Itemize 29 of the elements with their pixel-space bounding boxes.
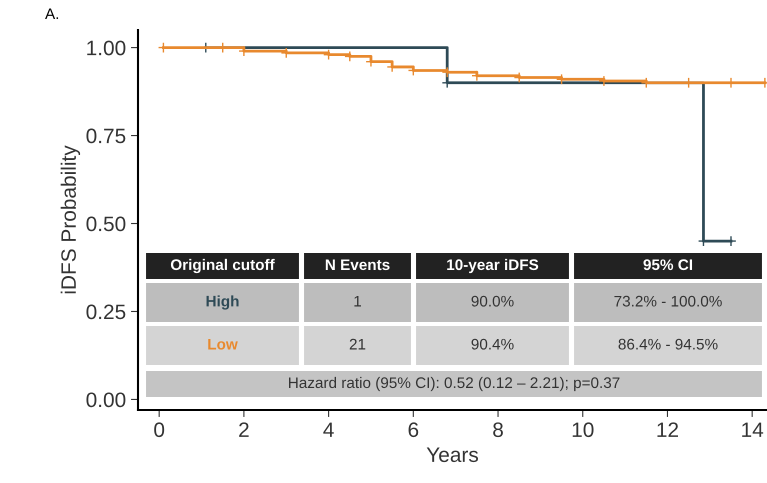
x-tick-label: 12 — [657, 422, 678, 437]
annotation: 1 — [354, 296, 362, 306]
annotation: 90.4% — [472, 338, 514, 350]
x-axis-title: Years — [426, 448, 478, 462]
annotation: 10-year iDFS — [447, 258, 538, 274]
x-tick-label: 0 — [154, 422, 164, 438]
y-tick-label: 0.50 — [86, 216, 126, 232]
annotation: 73.2% - 100.0% — [614, 296, 722, 307]
text: Low — [208, 338, 238, 350]
annotation: Original cutoff — [170, 258, 275, 274]
annotation: 86.4% - 94.5% — [618, 338, 718, 350]
x-tick-label: 2 — [239, 422, 249, 437]
y-tick-label: 0.75 — [86, 128, 126, 144]
annotation: 90.0% — [472, 296, 514, 307]
y-axis-title: iDFS Probability — [60, 145, 80, 294]
y-tick-label: 0.00 — [86, 392, 126, 408]
x-tick-label: 10 — [572, 422, 594, 438]
x-tick-label: 14 — [742, 422, 764, 437]
x-tick-label: 4 — [323, 422, 334, 437]
annotation: Hazard ratio (95% CI): 0.52 (0.12 – 2.21); p=0.37 — [289, 376, 620, 392]
annotation: 95% CI — [643, 259, 692, 270]
text: High — [206, 295, 239, 310]
x-tick-label: 6 — [408, 422, 418, 438]
y-tick-label: 1.00 — [87, 40, 126, 56]
chart-title: A. — [45, 8, 58, 19]
x-tick-label: 8 — [493, 422, 503, 438]
annotation: N Events — [326, 259, 390, 270]
y-tick-label: 0.25 — [86, 304, 126, 320]
annotation: 21 — [350, 338, 366, 350]
